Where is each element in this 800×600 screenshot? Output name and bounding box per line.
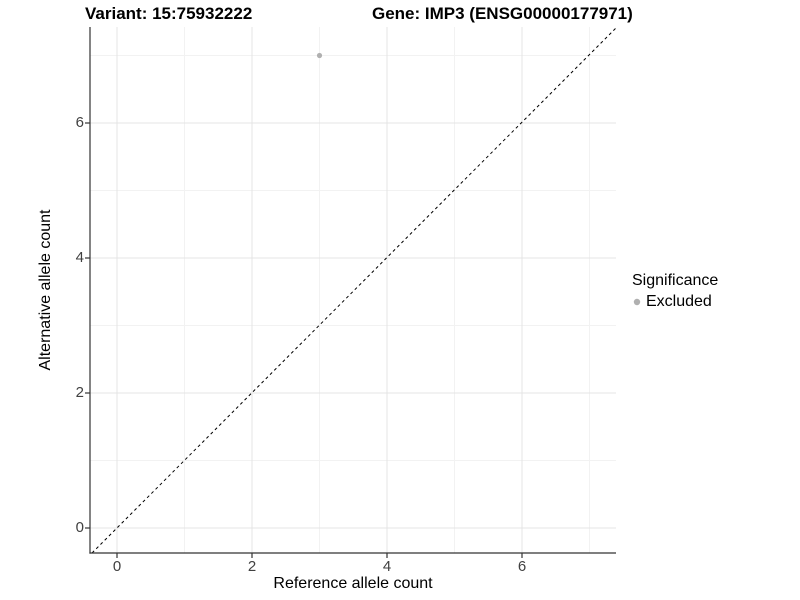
legend-item-label: Excluded: [646, 293, 712, 310]
y-tick-label: 0: [75, 519, 84, 536]
x-tick-label: 2: [247, 558, 257, 575]
minor-gridlines: [90, 27, 616, 553]
y-tick-label: 2: [75, 384, 84, 401]
y-tick-label: 4: [75, 249, 84, 266]
axis-tick-marks: [85, 122, 523, 558]
x-tick-label: 4: [382, 558, 392, 575]
legend: Significance Excluded: [632, 271, 797, 311]
legend-item-excluded: Excluded: [632, 292, 797, 311]
x-tick-label: 6: [517, 558, 527, 575]
x-tick-label: 0: [112, 558, 122, 575]
identity-reference-line: [91, 27, 617, 554]
x-axis-title: Reference allele count: [273, 575, 433, 592]
legend-point-icon: [633, 298, 641, 305]
major-gridlines: [90, 27, 616, 553]
data-point-excluded: [316, 52, 323, 59]
plot-title-variant: Variant: 15:75932222: [85, 4, 253, 23]
plot-title-gene: Gene: IMP3 (ENSG00000177971): [372, 4, 633, 23]
y-tick-label: 6: [75, 114, 84, 131]
axis-lines: [89, 27, 616, 554]
legend-title: Significance: [632, 272, 719, 289]
y-axis-title: Alternative allele count: [37, 209, 54, 371]
